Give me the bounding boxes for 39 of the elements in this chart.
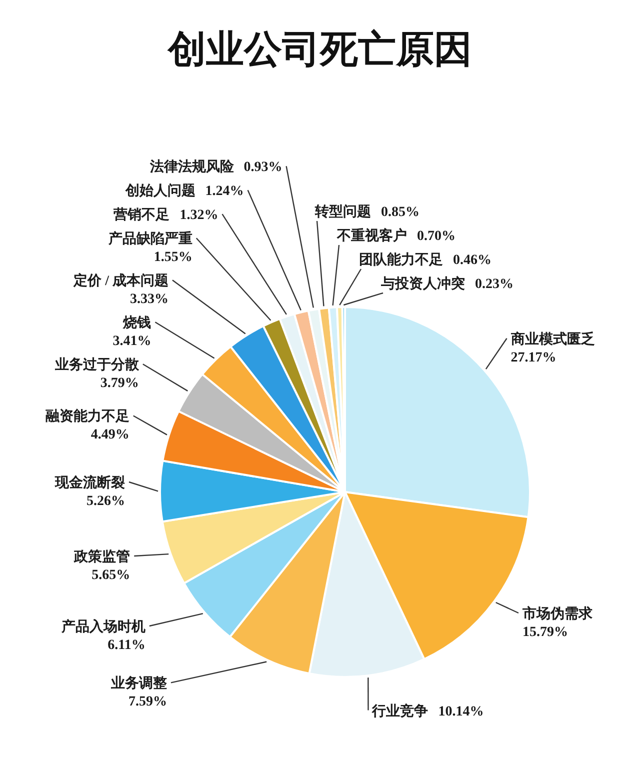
data-label: 0.23% xyxy=(475,277,514,292)
slice-label: 转型问题 xyxy=(314,204,371,220)
slice-label: 产品入场时机 xyxy=(60,618,146,635)
data-label: 6.11% xyxy=(108,638,146,653)
slice-label: 与投资人冲突 xyxy=(380,275,465,292)
data-label: 1.32% xyxy=(180,208,218,224)
slice-label: 不重视客户 xyxy=(336,227,407,244)
data-label: 0.93% xyxy=(244,160,282,176)
slice-label: 营销不足 xyxy=(112,207,170,224)
data-label: 3.33% xyxy=(130,292,168,308)
slice-label: 商业模式匮乏 xyxy=(510,330,595,348)
slice-label: 融资能力不足 xyxy=(45,408,130,425)
slice-label: 团队能力不足 xyxy=(359,252,443,268)
data-label: 3.79% xyxy=(100,376,139,392)
slice-label: 业务过于分散 xyxy=(54,357,140,374)
slice-label: 产品缺陷严重 xyxy=(107,230,192,248)
data-label: 0.85% xyxy=(381,205,420,220)
data-label: 0.46% xyxy=(453,253,492,268)
slice-label: 业务调整 xyxy=(110,676,168,692)
data-label: 5.26% xyxy=(86,494,125,509)
slice-label: 法律法规风险 xyxy=(148,159,235,176)
chart-title: 创业公司死亡原因 xyxy=(167,28,472,71)
slice-label: 行业竞争 xyxy=(371,702,428,720)
slice-label: 烧钱 xyxy=(122,315,152,332)
data-label: 0.70% xyxy=(417,229,456,244)
slice-label: 政策监管 xyxy=(73,548,130,565)
data-label: 1.24% xyxy=(205,184,244,200)
data-label: 3.41% xyxy=(112,334,152,350)
data-label: 1.55% xyxy=(154,250,192,266)
slice-label: 定价 / 成本问题 xyxy=(72,272,168,290)
slice-label: 创始人问题 xyxy=(124,183,196,200)
data-label: 10.14% xyxy=(438,704,484,720)
data-label: 7.59% xyxy=(128,694,167,710)
data-label: 15.79% xyxy=(522,625,568,640)
slice-label: 现金流断裂 xyxy=(54,474,125,491)
data-label: 27.17% xyxy=(510,350,556,366)
slice-label: 市场伪需求 xyxy=(521,605,594,622)
data-label: 4.49% xyxy=(90,428,130,443)
data-label: 5.65% xyxy=(92,568,130,583)
